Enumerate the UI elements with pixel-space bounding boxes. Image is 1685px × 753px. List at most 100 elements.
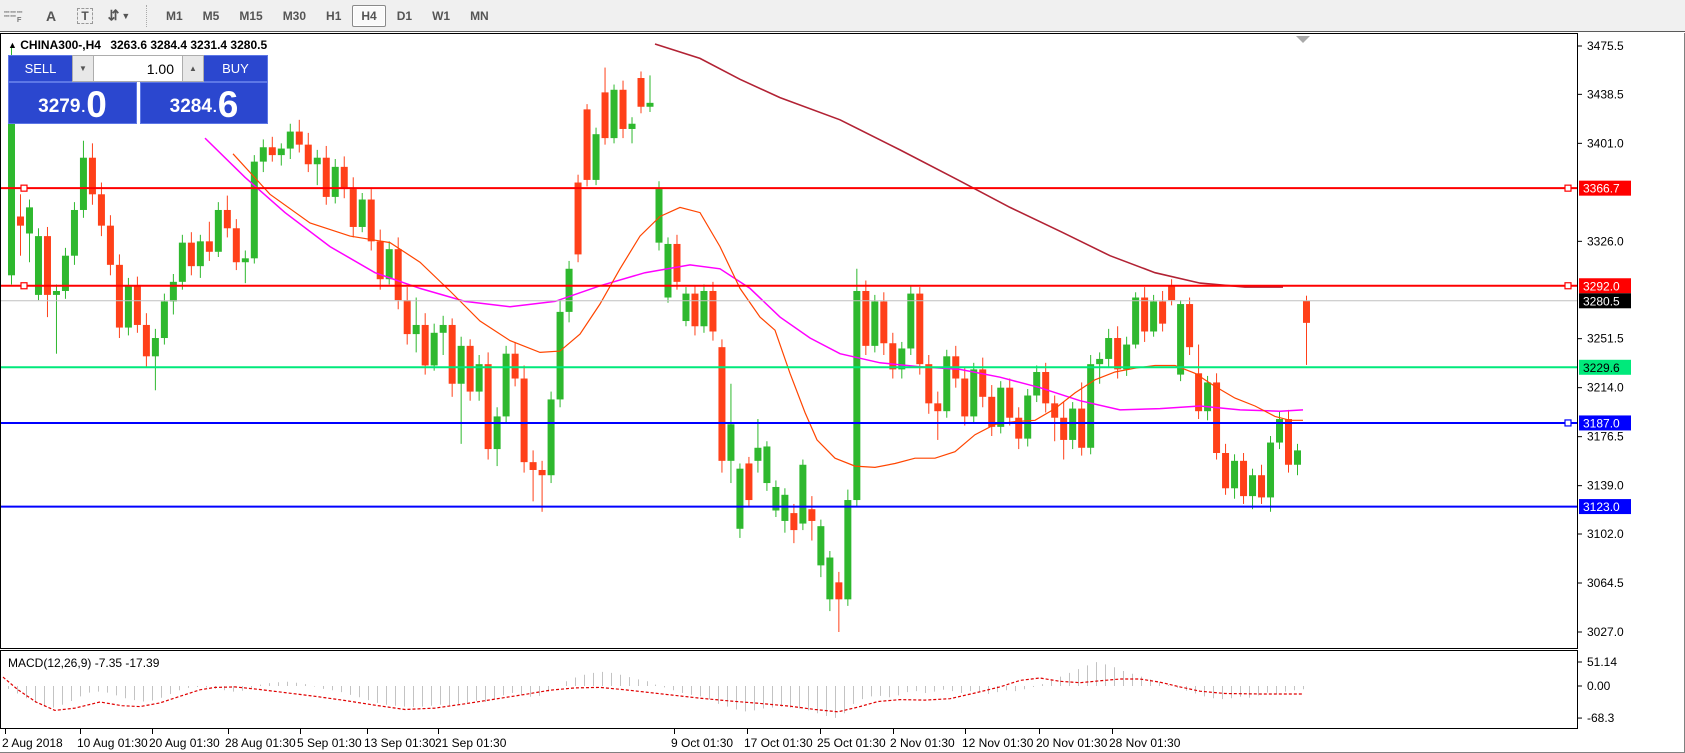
- candle-body: [16, 216, 24, 226]
- candle-body: [250, 161, 258, 259]
- candle-body: [1042, 371, 1050, 404]
- candle-body: [574, 182, 582, 255]
- price-tick-label: 3401.0: [1587, 136, 1624, 150]
- candle-body: [862, 290, 870, 346]
- candle-body: [214, 209, 222, 252]
- timeframe-button-m15[interactable]: M15: [239, 8, 263, 23]
- price-tick-label: 3027.0: [1587, 625, 1624, 639]
- collapse-triangle-icon[interactable]: ▲: [8, 40, 17, 50]
- sell-price-panel[interactable]: 3279. 0: [8, 82, 137, 124]
- candle-body: [187, 242, 195, 267]
- candle-body: [772, 486, 780, 511]
- candle-body: [664, 243, 672, 298]
- candle-body: [223, 209, 231, 229]
- chart-shift-marker-icon[interactable]: [1296, 36, 1310, 43]
- candle-body: [1159, 301, 1167, 324]
- price-tick-label: 3475.5: [1587, 39, 1624, 53]
- candle-body: [1267, 442, 1275, 498]
- price-tick-label: 3064.5: [1587, 576, 1624, 590]
- buy-price-dot: .: [212, 99, 217, 115]
- buy-button[interactable]: BUY: [204, 55, 268, 82]
- volume-increase-button[interactable]: ▲: [182, 55, 204, 82]
- candle-body: [1141, 297, 1149, 332]
- candle-body: [1051, 403, 1059, 418]
- candle-body: [475, 364, 483, 392]
- candle-body: [61, 255, 69, 291]
- candle-body: [1069, 408, 1077, 440]
- sell-button[interactable]: SELL: [8, 55, 72, 82]
- time-tick-label: 2 Nov 01:30: [890, 736, 955, 750]
- level-label-bg: [1579, 278, 1631, 294]
- candle-body: [385, 249, 393, 280]
- level-handle[interactable]: [1564, 184, 1572, 192]
- volume-decrease-button[interactable]: ▼: [72, 55, 94, 82]
- grid-f-label: F: [16, 14, 23, 24]
- candle-body: [88, 157, 96, 195]
- candle-body: [439, 324, 447, 333]
- level-handle[interactable]: [20, 184, 28, 192]
- time-tick-label: 13 Sep 01:30: [364, 736, 436, 750]
- ohlc-readout: 3263.6 3284.4 3231.4 3280.5: [110, 38, 268, 52]
- buy-price-dec: 6: [217, 84, 239, 125]
- objects-arrows-icon[interactable]: ⇵ ▼: [105, 3, 133, 29]
- candle-body: [961, 378, 969, 417]
- candle-body: [358, 199, 366, 227]
- candle-body: [322, 157, 330, 197]
- candle-body: [925, 364, 933, 404]
- timeframe-button-d1[interactable]: D1: [396, 8, 413, 23]
- level-handle[interactable]: [20, 282, 28, 290]
- price-tick-label: 3214.0: [1587, 381, 1624, 395]
- timeframe-button-mn[interactable]: MN: [470, 8, 489, 23]
- level-label: 3292.0: [1583, 279, 1620, 293]
- candle-body: [1015, 417, 1023, 439]
- candle-body: [1249, 475, 1257, 497]
- timeframe-button-h1[interactable]: H1: [326, 8, 342, 23]
- timeframe-group: M1 M5 M15 M30 H1 H4 D1 W1 MN: [156, 4, 499, 27]
- volume-input[interactable]: 1.00: [94, 55, 182, 82]
- candle-body: [655, 189, 663, 243]
- text-label-icon[interactable]: A: [45, 7, 57, 24]
- chart-canvas[interactable]: 3475.5 3438.5 3401.0 3326.0 3251.5 3214.0 3176…: [0, 32, 1685, 753]
- macd-tick-label: -68.3: [1587, 711, 1615, 725]
- grid-dots2: ┄┄F: [4, 10, 23, 24]
- timeframe-button-h4[interactable]: H4: [352, 4, 386, 27]
- level-handle[interactable]: [1564, 282, 1572, 290]
- candle-body: [1213, 382, 1221, 453]
- candle-body: [1302, 300, 1310, 323]
- timeframe-button-w1[interactable]: W1: [432, 8, 451, 23]
- buy-price-panel[interactable]: 3284. 6: [140, 82, 268, 124]
- candle-body: [34, 236, 42, 295]
- text-box-icon[interactable]: T: [71, 3, 99, 29]
- level-handle[interactable]: [1564, 419, 1572, 427]
- candle-body: [1060, 417, 1068, 440]
- timeframe-button-m5[interactable]: M5: [202, 8, 220, 23]
- candle-body: [25, 207, 33, 234]
- chart-background[interactable]: [0, 33, 1685, 753]
- candle-body: [115, 264, 123, 328]
- ma-fast-line: [232, 153, 1303, 469]
- price-pane-border: [0, 33, 1578, 649]
- candle-body: [313, 157, 321, 165]
- time-tick-label: 20 Aug 01:30: [149, 736, 220, 750]
- level-label: 3366.7: [1583, 182, 1620, 196]
- candle-body: [871, 301, 879, 346]
- timeframe-button-m1[interactable]: M1: [166, 8, 183, 23]
- toolbar-separator: [146, 4, 148, 27]
- toolbar: ┄┄┄ ┄┄F A T ⇵ ▼ M1 M5 M15 M30 H1 H4 D1 W1 MN: [0, 0, 1685, 32]
- price-tick-label: 3438.5: [1587, 87, 1624, 101]
- candle-body: [556, 311, 564, 400]
- timeframe-button-m30[interactable]: M30: [282, 8, 307, 23]
- one-click-trading-panel: SELL ▼ 1.00 ▲ BUY 3279. 0 3284. 6: [8, 55, 268, 124]
- time-tick-label: 17 Oct 01:30: [744, 736, 813, 750]
- candle-body: [1177, 304, 1185, 375]
- candle-body: [493, 416, 501, 450]
- level-label-bg: [1579, 415, 1631, 431]
- level-label-bg: [1579, 359, 1631, 375]
- indicators-grid-icon[interactable]: ┄┄┄ ┄┄F: [3, 3, 31, 29]
- price-tick-label: 3251.5: [1587, 332, 1624, 346]
- candle-body: [583, 109, 591, 180]
- candle-body: [799, 464, 807, 524]
- candle-body: [1186, 304, 1194, 348]
- candle-body: [700, 290, 708, 327]
